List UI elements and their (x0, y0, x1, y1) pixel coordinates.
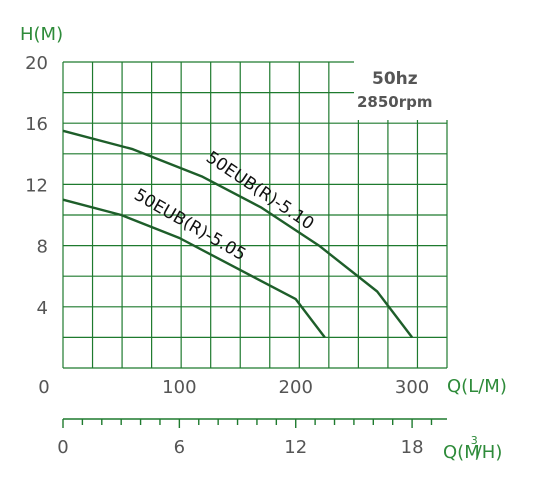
y-axis-title: H(M) (20, 24, 63, 45)
frequency-label: 50hz (372, 69, 418, 89)
x2-axis-title: Q(M3/H) (443, 434, 502, 463)
x-tick-label: 0 (38, 377, 49, 398)
series-line (62, 129, 414, 339)
secondary-x-axis: 0 6 12 18 (57, 418, 447, 458)
y-tick-label: 4 (37, 298, 48, 319)
info-box: 50hz 2850rpm (354, 60, 448, 120)
x-tick-label: 100 (162, 377, 196, 398)
x2-tick-label: 12 (284, 437, 307, 458)
x-tick-label: 200 (279, 377, 313, 398)
series-label: 50EUB(R)-5.10 (202, 148, 317, 235)
speed-label: 2850rpm (357, 93, 433, 111)
x2-tick-label: 0 (57, 437, 68, 458)
x-tick-label: 300 (395, 377, 429, 398)
y-tick-label: 8 (37, 237, 48, 258)
y-tick-label: 20 (25, 53, 48, 74)
x-axis-title: Q(L/M) (447, 376, 507, 397)
x2-tick-label: 6 (174, 437, 185, 458)
y-tick-label: 16 (25, 114, 48, 135)
y-tick-label: 12 (25, 175, 48, 196)
info-box-frame (354, 60, 448, 120)
x2-tick-label: 18 (401, 437, 424, 458)
series-line (62, 198, 326, 339)
